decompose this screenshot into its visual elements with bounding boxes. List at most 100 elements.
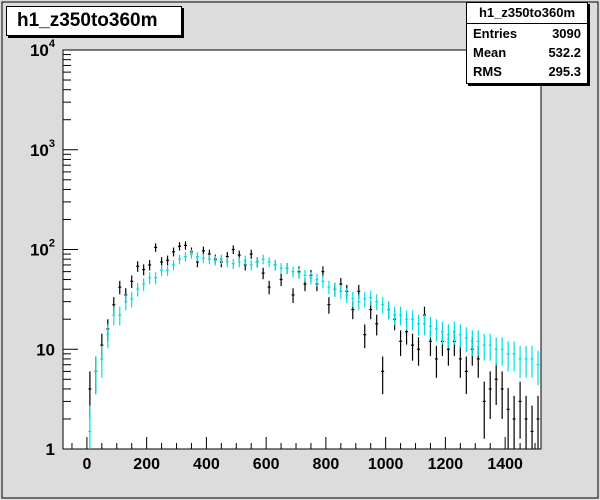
data-point bbox=[94, 356, 98, 395]
data-point bbox=[446, 324, 450, 349]
data-point bbox=[237, 257, 241, 268]
data-point bbox=[321, 275, 325, 289]
data-point bbox=[249, 249, 253, 259]
data-point bbox=[136, 261, 140, 272]
stats-key: Mean bbox=[473, 45, 507, 60]
data-point bbox=[106, 324, 110, 349]
stats-key: RMS bbox=[473, 64, 502, 79]
data-point bbox=[225, 257, 229, 268]
data-point bbox=[273, 260, 277, 271]
data-point bbox=[213, 255, 217, 266]
data-point bbox=[464, 356, 468, 395]
data-point bbox=[231, 258, 235, 270]
histogram-title: h1_z350to360m bbox=[6, 6, 182, 36]
data-point bbox=[279, 273, 283, 287]
data-point bbox=[166, 265, 170, 277]
y-tick-label: 102 bbox=[30, 238, 55, 260]
data-point bbox=[130, 291, 134, 308]
stats-value: 532.2 bbox=[548, 45, 581, 60]
x-tick-label: 0 bbox=[82, 456, 91, 473]
stats-row-mean: Mean 532.2 bbox=[467, 43, 587, 62]
data-point bbox=[405, 310, 409, 331]
data-point bbox=[381, 297, 385, 314]
data-point bbox=[88, 405, 92, 449]
data-point bbox=[160, 265, 164, 277]
data-point bbox=[351, 291, 355, 308]
data-point bbox=[363, 324, 367, 349]
x-axis: 0 200 400 600 800 1000 1200 1400 bbox=[71, 437, 536, 473]
data-point bbox=[518, 381, 522, 439]
data-point bbox=[339, 284, 343, 300]
data-point bbox=[184, 241, 187, 250]
data-point bbox=[464, 327, 468, 352]
data-point bbox=[369, 290, 373, 306]
data-point bbox=[434, 319, 438, 342]
data-point bbox=[452, 321, 456, 345]
y-tick-label: 103 bbox=[30, 138, 55, 160]
data-point bbox=[255, 257, 259, 268]
data-point bbox=[363, 291, 367, 308]
stats-key: Entries bbox=[473, 26, 518, 41]
data-point bbox=[375, 294, 379, 311]
data-point bbox=[458, 324, 462, 349]
data-point bbox=[417, 337, 420, 366]
data-point bbox=[411, 333, 415, 361]
data-point bbox=[393, 306, 397, 326]
data-point bbox=[178, 242, 181, 251]
data-point bbox=[470, 330, 474, 357]
data-point bbox=[345, 288, 349, 304]
data-point bbox=[333, 282, 337, 297]
data-point bbox=[476, 330, 480, 357]
data-point bbox=[195, 252, 199, 262]
data-point bbox=[375, 314, 379, 336]
data-point bbox=[524, 345, 528, 378]
data-point bbox=[482, 381, 486, 439]
x-tick-label: 200 bbox=[133, 456, 160, 473]
data-point bbox=[154, 243, 158, 252]
stats-title: h1_z350to360m bbox=[467, 3, 587, 24]
data-point bbox=[482, 333, 486, 361]
data-point bbox=[118, 306, 122, 326]
data-point bbox=[530, 345, 534, 378]
data-point bbox=[500, 371, 504, 419]
data-point bbox=[178, 254, 181, 265]
data-point bbox=[440, 321, 444, 345]
stats-value: 295.3 bbox=[548, 64, 581, 79]
data-point bbox=[261, 267, 265, 280]
data-point bbox=[518, 345, 522, 378]
data-point bbox=[327, 280, 331, 295]
data-point bbox=[309, 272, 313, 285]
data-point bbox=[124, 294, 128, 311]
data-point bbox=[285, 263, 289, 274]
stats-row-entries: Entries 3090 bbox=[467, 24, 587, 43]
data-point bbox=[423, 314, 426, 336]
data-points bbox=[88, 241, 540, 449]
data-point bbox=[536, 350, 540, 386]
data-point bbox=[142, 278, 146, 292]
stats-value: 3090 bbox=[552, 26, 581, 41]
data-point bbox=[303, 269, 307, 282]
data-point bbox=[291, 288, 295, 304]
data-point bbox=[297, 267, 301, 280]
data-point bbox=[249, 260, 253, 271]
data-point bbox=[411, 310, 415, 331]
data-point bbox=[201, 253, 205, 264]
data-point bbox=[458, 345, 462, 378]
x-tick-label: 1200 bbox=[428, 456, 464, 473]
stats-row-rms: RMS 295.3 bbox=[467, 62, 587, 81]
data-point bbox=[506, 341, 510, 372]
y-tick-label: 1 bbox=[46, 440, 55, 459]
data-point bbox=[536, 395, 540, 449]
data-point bbox=[184, 252, 187, 262]
data-point bbox=[530, 405, 534, 449]
data-point bbox=[172, 247, 176, 257]
data-point bbox=[267, 280, 271, 295]
data-point bbox=[500, 337, 504, 366]
data-point bbox=[428, 316, 432, 339]
data-point bbox=[387, 301, 391, 320]
data-point bbox=[148, 272, 152, 285]
data-point bbox=[512, 341, 516, 372]
data-point bbox=[142, 264, 146, 276]
